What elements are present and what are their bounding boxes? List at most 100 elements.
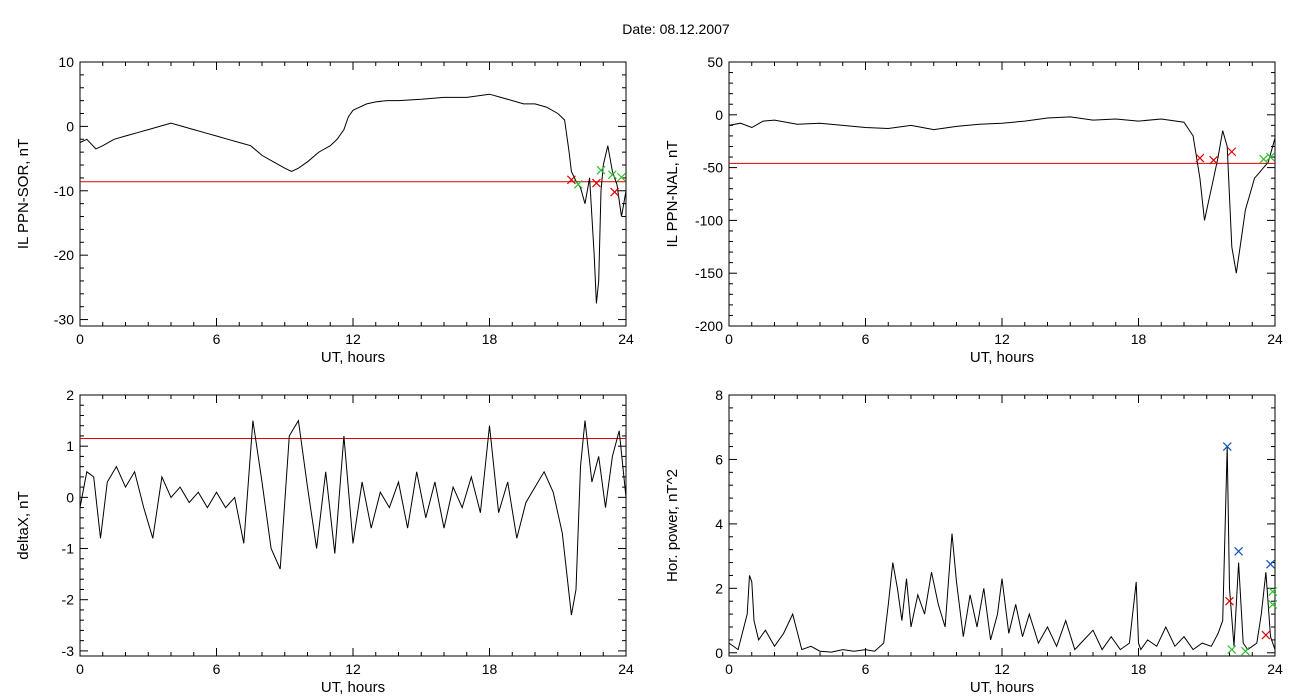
marker-red — [566, 175, 576, 185]
marker-stroke — [1209, 155, 1218, 165]
y-tick-label: -50 — [703, 160, 723, 176]
x-tick-label: 24 — [618, 331, 634, 347]
x-tick-label: 24 — [618, 661, 634, 677]
marker-red — [1261, 630, 1271, 640]
x-axis-title: UT, hours — [970, 349, 1034, 366]
marker-green — [1241, 646, 1250, 656]
y-axis-title: Hor. power, nT^2 — [664, 469, 681, 582]
x-tick-label: 6 — [862, 661, 870, 677]
marker-green — [1268, 587, 1278, 596]
marker-blue — [1222, 442, 1232, 451]
x-tick-label: 0 — [725, 331, 733, 347]
marker-stroke — [592, 178, 601, 188]
marker-stroke — [1268, 600, 1278, 609]
marker-stroke — [1225, 596, 1234, 606]
marker-red — [1227, 147, 1237, 157]
marker-stroke — [1227, 147, 1237, 157]
marker-green — [596, 165, 606, 175]
y-axis-title: deltaX, nT — [15, 491, 32, 559]
x-tick-label: 0 — [725, 661, 733, 677]
marker-stroke — [573, 179, 583, 189]
panel-deltax: 0 6 12 18 24 2 1 0 -1 -2 -3 UT, hours deltaX, nT — [15, 387, 634, 696]
marker-green — [617, 172, 626, 182]
marker-green — [607, 170, 617, 180]
y-tick-label: -200 — [695, 318, 723, 334]
marker-stroke — [1227, 645, 1237, 654]
y-tick-label: 2 — [715, 580, 723, 596]
y-tick-label: 0 — [66, 489, 74, 505]
y-axis-title: IL PPN-NAL, nT — [664, 141, 681, 248]
panel-hor-power: 0 6 12 18 24 8 6 4 2 0 UT, hours Hor. power, nT^2 — [664, 387, 1283, 696]
x-tick-label: 12 — [994, 331, 1010, 347]
marker-green — [1227, 645, 1237, 654]
marker-stroke — [1234, 546, 1244, 556]
series-line — [728, 446, 1276, 653]
marker-stroke — [1241, 646, 1250, 656]
marker-stroke — [610, 187, 620, 197]
x-tick-label: 12 — [345, 331, 361, 347]
marker-green — [573, 179, 583, 189]
figure-title: Date: 08.12.2007 — [622, 21, 730, 37]
x-tick-label: 6 — [213, 661, 221, 677]
marker-red — [1195, 153, 1205, 163]
y-tick-label: 2 — [66, 387, 74, 403]
y-tick-label: -150 — [695, 265, 723, 281]
x-tick-label: 6 — [213, 331, 221, 347]
x-tick-label: 24 — [1267, 661, 1283, 677]
y-tick-label: -100 — [695, 212, 723, 228]
marker-red — [592, 178, 601, 188]
x-tick-label: 24 — [1267, 331, 1283, 347]
series-line — [79, 93, 627, 304]
plot-frame — [728, 394, 1276, 657]
panel-il-ppn-nal: 0 6 12 18 24 50 0 -50 -100 -150 -200 UT, hours IL PP… — [664, 54, 1283, 366]
x-tick-label: 6 — [862, 331, 870, 347]
y-tick-label: 0 — [715, 107, 723, 123]
x-tick-label: 18 — [1131, 661, 1147, 677]
marker-green — [1259, 154, 1269, 164]
marker-blue — [1234, 546, 1244, 556]
series-line — [79, 419, 627, 616]
y-tick-label: 6 — [715, 451, 723, 467]
x-axis-title: UT, hours — [321, 679, 385, 696]
marker-green — [1266, 152, 1275, 162]
panel-il-ppn-sor: 0 6 12 18 24 10 0 -10 -20 -30 UT, hours IL PPN-SOR,… — [15, 54, 634, 366]
x-tick-label: 12 — [994, 661, 1010, 677]
x-tick-label: 12 — [345, 661, 361, 677]
x-tick-label: 0 — [76, 661, 84, 677]
y-tick-label: 8 — [715, 387, 723, 403]
x-tick-label: 18 — [482, 661, 498, 677]
y-tick-label: 10 — [58, 54, 74, 70]
plot-frame — [79, 61, 627, 327]
marker-stroke — [566, 175, 576, 185]
marker-stroke — [596, 165, 606, 175]
marker-stroke — [607, 170, 617, 180]
y-tick-label: 1 — [66, 438, 74, 454]
y-tick-label: -1 — [62, 541, 75, 557]
y-tick-label: 0 — [715, 645, 723, 661]
marker-red — [1225, 596, 1234, 606]
plot-frame — [79, 394, 627, 657]
marker-red — [610, 187, 620, 197]
y-tick-label: 50 — [707, 54, 723, 70]
y-tick-label: -20 — [54, 247, 74, 263]
y-tick-label: 0 — [66, 118, 74, 134]
marker-stroke — [617, 172, 626, 182]
series-line — [728, 116, 1276, 274]
marker-red — [1209, 155, 1218, 165]
y-axis-title: IL PPN-SOR, nT — [15, 139, 32, 249]
x-axis-title: UT, hours — [970, 679, 1034, 696]
y-tick-label: 4 — [715, 516, 723, 532]
marker-stroke — [1195, 153, 1205, 163]
x-tick-label: 18 — [482, 331, 498, 347]
y-tick-label: -30 — [54, 312, 74, 328]
marker-stroke — [1259, 154, 1269, 164]
x-tick-label: 18 — [1131, 331, 1147, 347]
y-tick-label: -10 — [54, 183, 74, 199]
x-axis-title: UT, hours — [321, 349, 385, 366]
x-tick-label: 0 — [76, 331, 84, 347]
y-tick-label: -2 — [62, 592, 75, 608]
marker-stroke — [1266, 559, 1275, 569]
marker-stroke — [1268, 587, 1278, 596]
plot-frame — [728, 61, 1276, 327]
